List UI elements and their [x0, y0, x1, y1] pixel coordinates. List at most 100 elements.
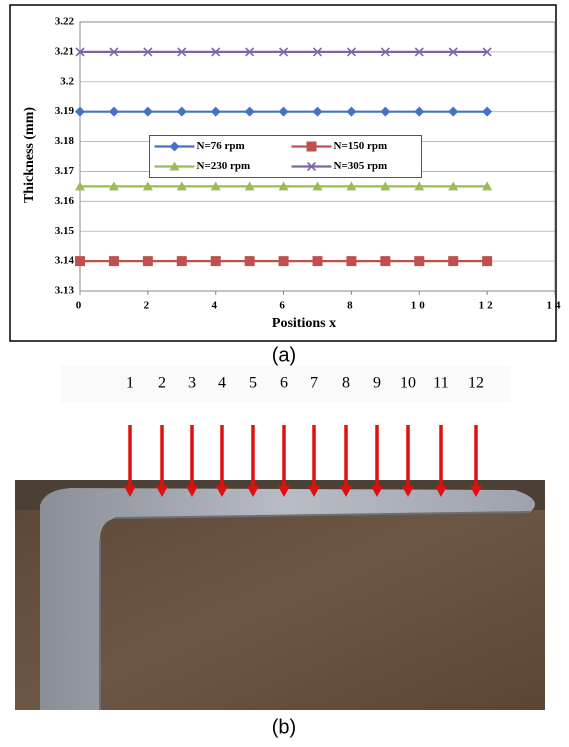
arrow-head	[216, 486, 228, 497]
marker	[346, 106, 357, 117]
marker	[210, 181, 221, 191]
marker	[380, 106, 391, 117]
workpiece	[40, 488, 535, 710]
arrow-head	[156, 486, 168, 497]
marker	[244, 181, 255, 191]
marker	[278, 181, 289, 191]
marker	[414, 181, 425, 191]
marker	[278, 106, 289, 117]
x-tick-label: 14	[547, 300, 564, 312]
arrow-head	[470, 486, 482, 497]
arrow-head	[340, 486, 352, 497]
marker	[346, 47, 356, 57]
position-label: 11	[433, 375, 448, 392]
marker	[244, 256, 255, 267]
position-label: 1	[126, 375, 134, 392]
marker	[380, 256, 391, 267]
marker	[75, 47, 85, 57]
legend-label: N=150 rpm	[334, 140, 388, 152]
y-tick-label: 3.18	[55, 135, 75, 147]
marker	[142, 256, 153, 267]
label-strip	[60, 366, 510, 402]
marker	[75, 181, 85, 191]
position-label: 10	[400, 375, 416, 392]
marker	[177, 47, 187, 57]
marker	[75, 106, 85, 117]
marker	[143, 47, 153, 57]
arrow-head	[402, 486, 414, 497]
marker	[448, 181, 459, 191]
y-tick-label: 3.16	[55, 195, 75, 207]
marker	[312, 106, 323, 117]
y-tick-label: 3.21	[55, 45, 74, 57]
marker	[482, 256, 493, 267]
position-label: 4	[218, 375, 226, 392]
arrow-head	[371, 486, 383, 497]
marker	[448, 106, 459, 117]
y-tick-label: 3.17	[55, 165, 75, 177]
legend-marker	[306, 141, 317, 152]
marker	[176, 106, 187, 117]
marker	[245, 47, 255, 57]
x-tick-label: 0	[76, 300, 85, 312]
marker	[482, 106, 493, 117]
marker	[482, 181, 493, 191]
position-label: 7	[310, 375, 318, 392]
y-tick-label: 3.13	[55, 285, 75, 297]
marker	[380, 181, 391, 191]
legend-marker	[169, 161, 180, 171]
y-axis-title: Thickness (mm)	[22, 107, 37, 203]
marker	[482, 47, 492, 57]
plot-area	[79, 21, 556, 292]
marker	[176, 181, 187, 191]
marker	[278, 256, 289, 267]
marker	[210, 106, 221, 117]
legend-label: N=305 rpm	[334, 160, 388, 172]
marker	[279, 47, 289, 57]
marker	[108, 256, 119, 267]
marker	[244, 106, 255, 117]
marker	[108, 181, 119, 191]
x-axis-title: Positions x	[272, 316, 336, 331]
y-tick-label: 3.19	[55, 105, 75, 117]
marker	[211, 47, 221, 57]
marker	[142, 181, 153, 191]
marker	[380, 47, 390, 57]
marker	[210, 256, 221, 267]
x-tick-label: 6	[279, 300, 288, 312]
caption: (b)	[272, 716, 296, 738]
marker	[414, 47, 424, 57]
x-tick-label: 2	[144, 300, 153, 312]
position-label: 6	[280, 375, 288, 392]
position-label: 2	[158, 375, 166, 392]
marker	[176, 256, 187, 267]
marker	[142, 106, 153, 117]
marker	[75, 256, 85, 267]
x-tick-label: 10	[411, 300, 428, 312]
arrow-head	[435, 486, 447, 497]
x-tick-label: 8	[347, 300, 356, 312]
x-tick-label: 12	[479, 300, 496, 312]
legend-label: N=76 rpm	[197, 140, 245, 152]
position-label: 8	[342, 375, 350, 392]
y-tick-label: 3.22	[55, 16, 75, 28]
marker	[346, 256, 357, 267]
marker	[312, 181, 323, 191]
marker	[312, 256, 323, 267]
marker	[346, 181, 357, 191]
y-tick-label: 3.2	[60, 75, 74, 87]
arrow-head	[186, 486, 198, 497]
y-tick-label: 3.14	[55, 255, 75, 267]
arrow-head	[278, 486, 290, 497]
workpiece-edge	[99, 511, 531, 710]
marker	[414, 256, 425, 267]
arrow-head	[247, 486, 259, 497]
arrow-head	[124, 486, 136, 497]
legend-box	[149, 135, 422, 178]
marker	[312, 47, 323, 57]
x-tick-label: 4	[211, 300, 220, 312]
legend-marker	[306, 161, 317, 172]
marker	[109, 47, 119, 57]
marker	[108, 106, 119, 117]
arrow-head	[308, 486, 320, 497]
